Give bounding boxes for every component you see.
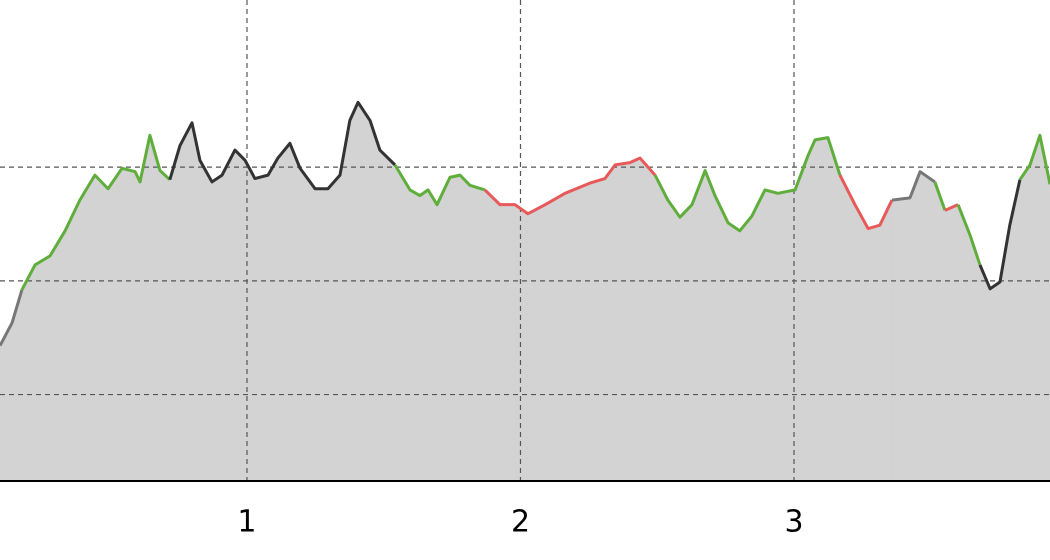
x-tick-label: 1 xyxy=(237,505,256,540)
profile-line xyxy=(0,289,24,347)
area-fill xyxy=(484,157,656,482)
x-tick-label: 3 xyxy=(784,505,803,540)
profile-line xyxy=(393,164,486,207)
area-fill xyxy=(0,289,23,482)
area-fill xyxy=(979,179,1021,482)
profile-line xyxy=(1018,133,1050,185)
profile-line xyxy=(933,181,947,211)
area-fill xyxy=(839,174,893,482)
profile-line xyxy=(956,204,982,266)
profile-line xyxy=(838,174,894,231)
area-fill xyxy=(957,204,981,482)
profile-line xyxy=(944,203,959,212)
area-fill xyxy=(394,163,486,482)
area-fill xyxy=(891,171,936,482)
area-fill xyxy=(944,204,959,482)
profile-line xyxy=(653,136,842,233)
profile-line xyxy=(168,100,396,191)
profile-line xyxy=(891,170,936,202)
profile-line xyxy=(20,133,171,291)
profile-line xyxy=(978,179,1022,291)
x-tick-label: 2 xyxy=(511,505,530,540)
profile-line xyxy=(483,156,657,216)
area-fill xyxy=(934,181,946,482)
area-fill xyxy=(1019,133,1050,482)
area-fill xyxy=(169,101,396,482)
area-fill xyxy=(654,137,841,482)
area-fill xyxy=(21,135,171,482)
